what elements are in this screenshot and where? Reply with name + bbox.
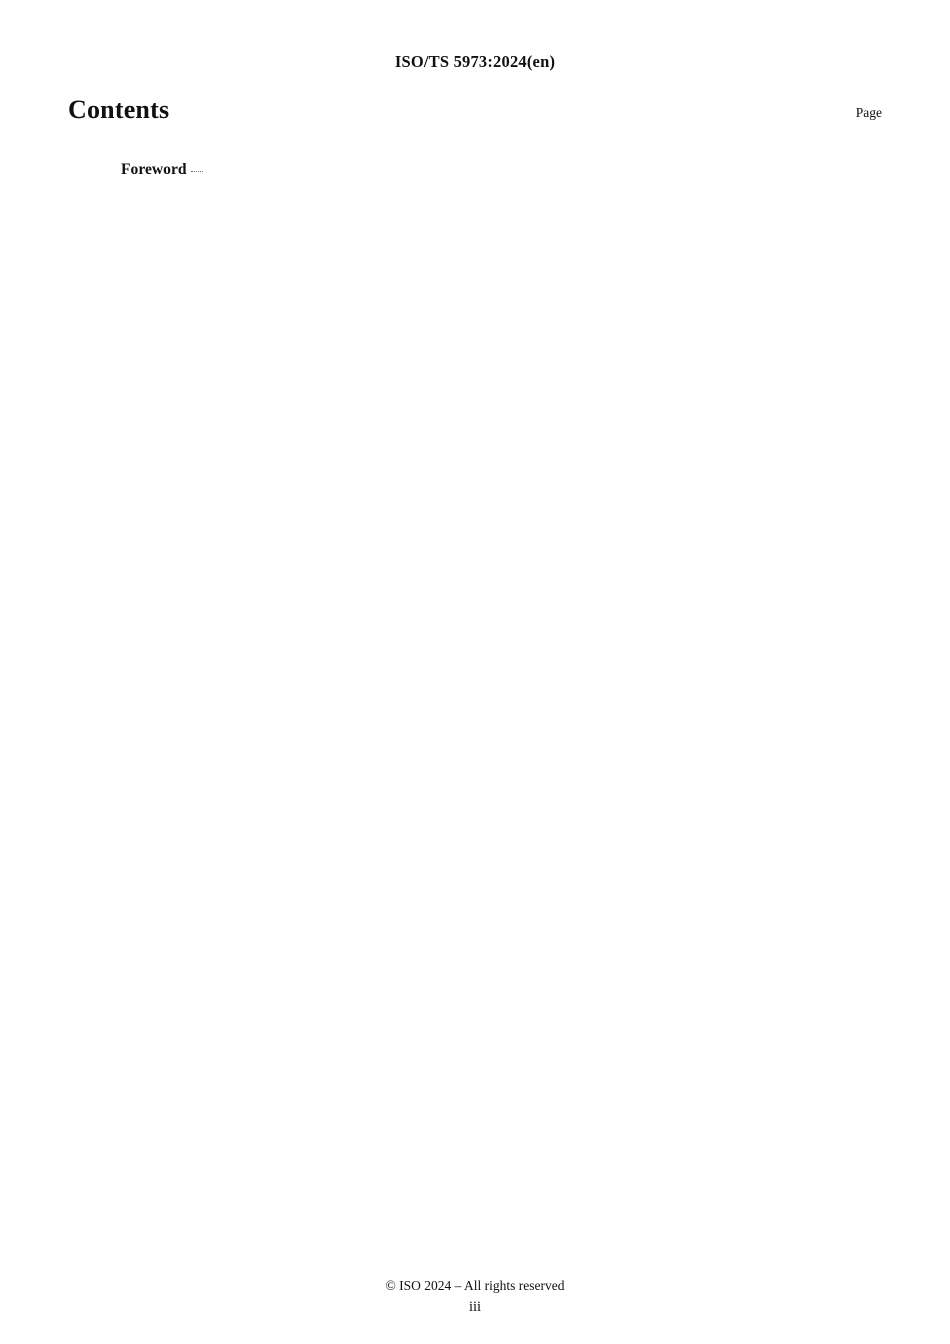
toc-list: ForewordvIntroductionvi1Scope12Normative…: [68, 151, 950, 1344]
page-title: Contents: [68, 95, 170, 124]
document-reference: ISO/TS 5973:2024(en): [394, 52, 556, 71]
toc-entry-page: v: [204, 160, 950, 1344]
footer-page-number: iii: [468, 1299, 482, 1315]
contents-header: Contents Page: [68, 95, 882, 125]
footer-copyright: © ISO 2024 – All rights reserved: [385, 1278, 565, 1293]
toc-entry: Foreword v: [68, 160, 950, 1344]
toc-entry-title: Foreword: [121, 161, 187, 178]
page-column-label: Page: [855, 104, 882, 120]
